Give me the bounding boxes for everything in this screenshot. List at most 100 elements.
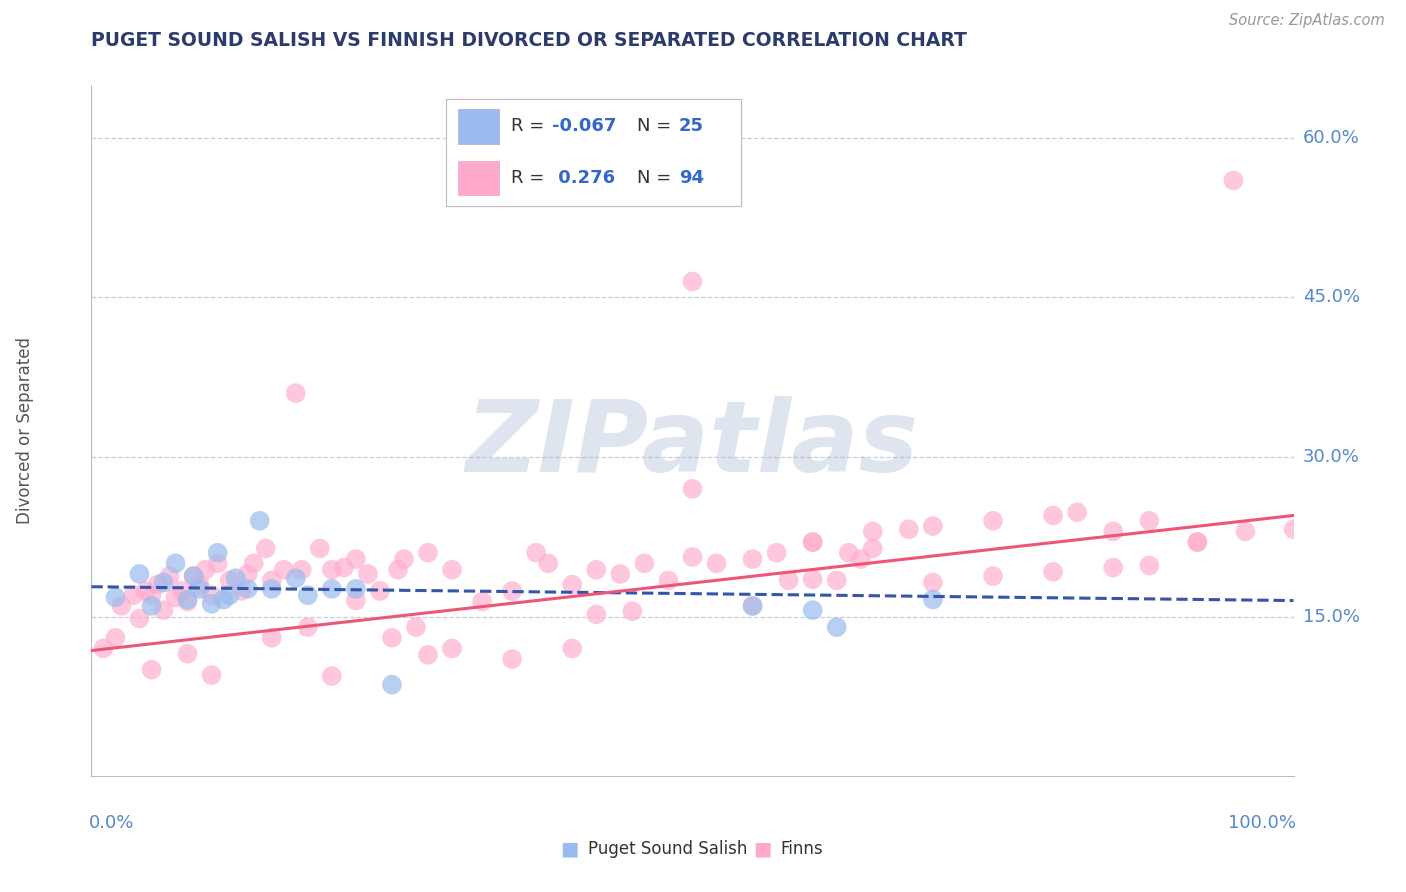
Point <box>392 552 415 566</box>
Point <box>681 275 703 289</box>
Text: ■: ■ <box>560 839 579 859</box>
Point <box>368 584 391 599</box>
Point <box>741 552 763 566</box>
Point <box>284 386 307 401</box>
Point <box>1187 535 1209 549</box>
Point <box>741 599 763 613</box>
Point <box>188 577 211 591</box>
Point <box>218 588 240 602</box>
Point <box>321 669 343 683</box>
Point <box>176 592 198 607</box>
Text: 25: 25 <box>679 118 703 136</box>
Point <box>981 514 1004 528</box>
Point <box>1042 565 1064 579</box>
Text: 60.0%: 60.0% <box>1303 129 1360 147</box>
Point <box>381 677 404 691</box>
Point <box>849 552 872 566</box>
Point <box>357 566 380 581</box>
Point <box>201 588 224 602</box>
Point <box>633 557 655 571</box>
Point <box>231 584 253 599</box>
Point <box>236 582 259 596</box>
Point <box>141 588 163 602</box>
Point <box>212 592 235 607</box>
Point <box>1042 508 1064 523</box>
Point <box>128 566 150 581</box>
Point <box>152 603 174 617</box>
Text: ■: ■ <box>752 839 772 859</box>
Point <box>207 546 229 560</box>
Point <box>862 541 884 556</box>
Point <box>176 594 198 608</box>
Point <box>440 641 463 656</box>
Point <box>134 584 156 599</box>
Point <box>922 519 945 533</box>
Point <box>176 647 198 661</box>
Point <box>344 593 367 607</box>
Text: Source: ZipAtlas.com: Source: ZipAtlas.com <box>1229 13 1385 29</box>
Point <box>1137 558 1160 573</box>
Point <box>471 594 494 608</box>
Point <box>333 560 356 574</box>
Point <box>141 599 163 613</box>
Point <box>165 591 187 605</box>
Point <box>825 620 848 634</box>
Point <box>524 546 547 560</box>
Point <box>242 557 264 571</box>
Point <box>201 597 224 611</box>
Text: R =: R = <box>510 169 544 186</box>
Text: Finns: Finns <box>780 840 823 858</box>
Point <box>657 574 679 588</box>
Point <box>110 599 132 613</box>
Text: R =: R = <box>510 118 544 136</box>
Point <box>297 620 319 634</box>
Text: -0.067: -0.067 <box>553 118 616 136</box>
Point <box>249 514 271 528</box>
Point <box>1066 505 1088 519</box>
Text: 100.0%: 100.0% <box>1227 814 1296 832</box>
Text: N =: N = <box>637 169 672 186</box>
Point <box>1282 522 1305 536</box>
Point <box>922 575 945 590</box>
Point <box>681 549 703 564</box>
Point <box>104 591 127 605</box>
Text: Divorced or Separated: Divorced or Separated <box>17 337 34 524</box>
Point <box>344 582 367 596</box>
Point <box>344 552 367 566</box>
Point <box>741 599 763 613</box>
Point <box>416 648 439 662</box>
Point <box>291 563 314 577</box>
Point <box>501 652 523 666</box>
Point <box>1234 524 1257 539</box>
Point <box>321 563 343 577</box>
Point <box>585 607 607 622</box>
Point <box>1102 560 1125 574</box>
Point <box>416 546 439 560</box>
Point <box>284 571 307 585</box>
Point <box>501 584 523 599</box>
Point <box>387 563 409 577</box>
Point <box>165 557 187 571</box>
Point <box>321 582 343 596</box>
Text: 0.276: 0.276 <box>553 169 616 186</box>
Text: 15.0%: 15.0% <box>1303 607 1360 625</box>
Point <box>260 631 283 645</box>
Point <box>537 557 560 571</box>
Point <box>561 577 583 591</box>
Point <box>621 604 644 618</box>
Point <box>922 592 945 607</box>
Point <box>260 582 283 596</box>
Point <box>981 569 1004 583</box>
Point <box>297 588 319 602</box>
Text: 45.0%: 45.0% <box>1303 288 1360 307</box>
Point <box>778 574 800 588</box>
Text: PUGET SOUND SALISH VS FINNISH DIVORCED OR SEPARATED CORRELATION CHART: PUGET SOUND SALISH VS FINNISH DIVORCED O… <box>91 31 967 50</box>
Text: Puget Sound Salish: Puget Sound Salish <box>588 840 747 858</box>
Point <box>308 541 330 556</box>
Bar <box>458 110 499 144</box>
Point <box>183 569 205 583</box>
Point <box>1137 514 1160 528</box>
Point <box>104 631 127 645</box>
Point <box>152 575 174 590</box>
Text: 30.0%: 30.0% <box>1303 448 1360 466</box>
